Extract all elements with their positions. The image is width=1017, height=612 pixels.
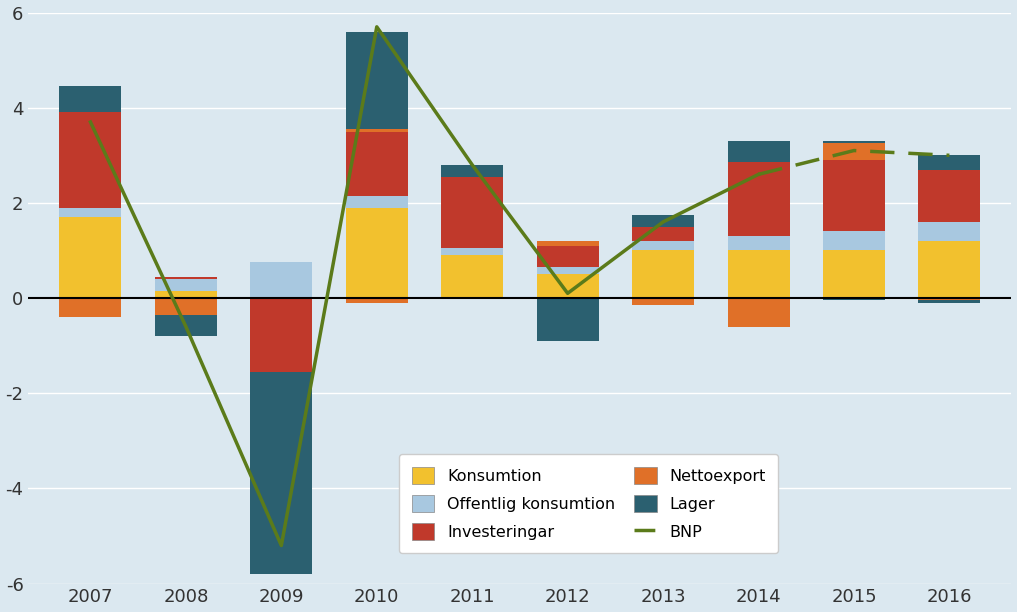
Bar bbox=[250, 372, 312, 574]
Bar bbox=[155, 279, 217, 291]
Bar bbox=[59, 298, 121, 317]
Bar bbox=[918, 300, 980, 303]
Bar bbox=[250, 298, 312, 372]
Bar bbox=[727, 141, 789, 162]
Bar bbox=[823, 231, 885, 250]
Bar bbox=[537, 246, 599, 267]
Bar bbox=[155, 298, 217, 315]
Bar bbox=[918, 241, 980, 298]
Bar bbox=[537, 298, 599, 341]
Bar bbox=[633, 241, 695, 250]
Bar bbox=[727, 298, 789, 327]
Bar bbox=[346, 196, 408, 207]
Bar bbox=[727, 236, 789, 250]
Bar bbox=[918, 222, 980, 241]
Bar bbox=[823, 298, 885, 300]
Bar bbox=[823, 141, 885, 143]
Bar bbox=[918, 170, 980, 222]
Bar bbox=[918, 298, 980, 300]
Bar bbox=[633, 226, 695, 241]
Bar bbox=[727, 250, 789, 298]
Bar bbox=[823, 250, 885, 298]
Bar bbox=[633, 298, 695, 305]
Bar bbox=[441, 248, 503, 255]
Legend: Konsumtion, Offentlig konsumtion, Investeringar, Nettoexport, Lager, BNP: Konsumtion, Offentlig konsumtion, Invest… bbox=[399, 454, 778, 553]
Bar bbox=[441, 165, 503, 177]
Bar bbox=[537, 267, 599, 274]
Bar bbox=[59, 113, 121, 207]
Bar bbox=[346, 132, 408, 196]
Bar bbox=[823, 143, 885, 160]
Bar bbox=[918, 155, 980, 170]
Bar bbox=[59, 86, 121, 113]
Bar bbox=[633, 215, 695, 226]
Bar bbox=[346, 298, 408, 303]
Bar bbox=[155, 277, 217, 279]
Bar bbox=[727, 162, 789, 236]
Bar bbox=[823, 160, 885, 231]
Bar bbox=[59, 207, 121, 217]
Bar bbox=[59, 217, 121, 298]
Bar bbox=[250, 263, 312, 298]
Bar bbox=[633, 250, 695, 298]
Bar bbox=[537, 241, 599, 246]
Bar bbox=[537, 274, 599, 298]
Bar bbox=[346, 32, 408, 129]
Bar bbox=[441, 255, 503, 298]
Bar bbox=[346, 207, 408, 298]
Bar bbox=[346, 129, 408, 132]
Bar bbox=[155, 315, 217, 336]
Bar bbox=[441, 177, 503, 248]
Bar bbox=[155, 291, 217, 298]
